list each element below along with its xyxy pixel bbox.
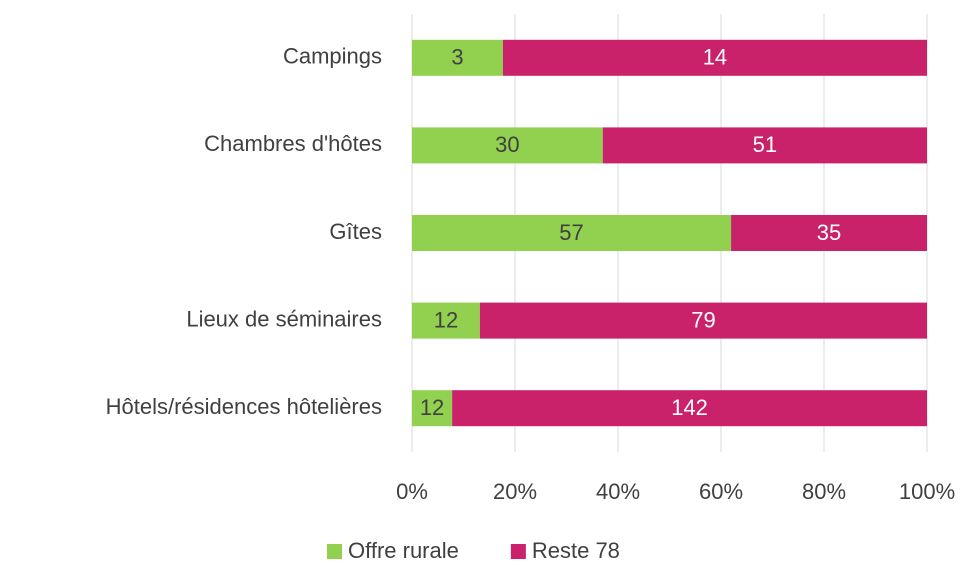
legend-label: Offre rurale (348, 538, 459, 563)
legend-swatch (510, 544, 526, 559)
y-tick-label: Campings (283, 44, 382, 69)
data-label: 12 (434, 307, 458, 332)
x-tick-label: 0% (396, 479, 428, 504)
bar-segment (412, 39, 503, 76)
y-tick-label: Hôtels/résidences hôtelières (106, 394, 382, 419)
bar-segment (602, 127, 927, 164)
y-tick-label: Gîtes (329, 219, 382, 244)
x-tick-label: 40% (596, 479, 640, 504)
x-tick-label: 80% (802, 479, 846, 504)
x-tick-label: 100% (899, 479, 955, 504)
data-label: 35 (817, 220, 841, 245)
data-label: 3 (451, 45, 463, 70)
bar-segment (479, 302, 927, 339)
data-label: 142 (671, 395, 708, 420)
bar-segment (412, 302, 480, 339)
y-tick-label: Chambres d'hôtes (204, 131, 382, 156)
bar-segment (452, 390, 927, 427)
legend-label: Reste 78 (532, 538, 620, 563)
data-label: 14 (703, 45, 727, 70)
data-label: 12 (420, 395, 444, 420)
bar-segment (731, 215, 927, 251)
x-tick-label: 60% (699, 479, 743, 504)
data-label: 79 (691, 307, 715, 332)
data-label: 30 (495, 132, 519, 157)
bar-segment (412, 390, 453, 427)
legend-swatch (327, 544, 342, 559)
bar-segment (502, 39, 927, 76)
data-label: 57 (559, 220, 583, 245)
data-label: 51 (753, 132, 777, 157)
bar-segment (412, 127, 603, 164)
y-tick-label: Lieux de séminaires (186, 306, 382, 331)
x-tick-label: 20% (493, 479, 537, 504)
bar-segment (412, 215, 732, 251)
